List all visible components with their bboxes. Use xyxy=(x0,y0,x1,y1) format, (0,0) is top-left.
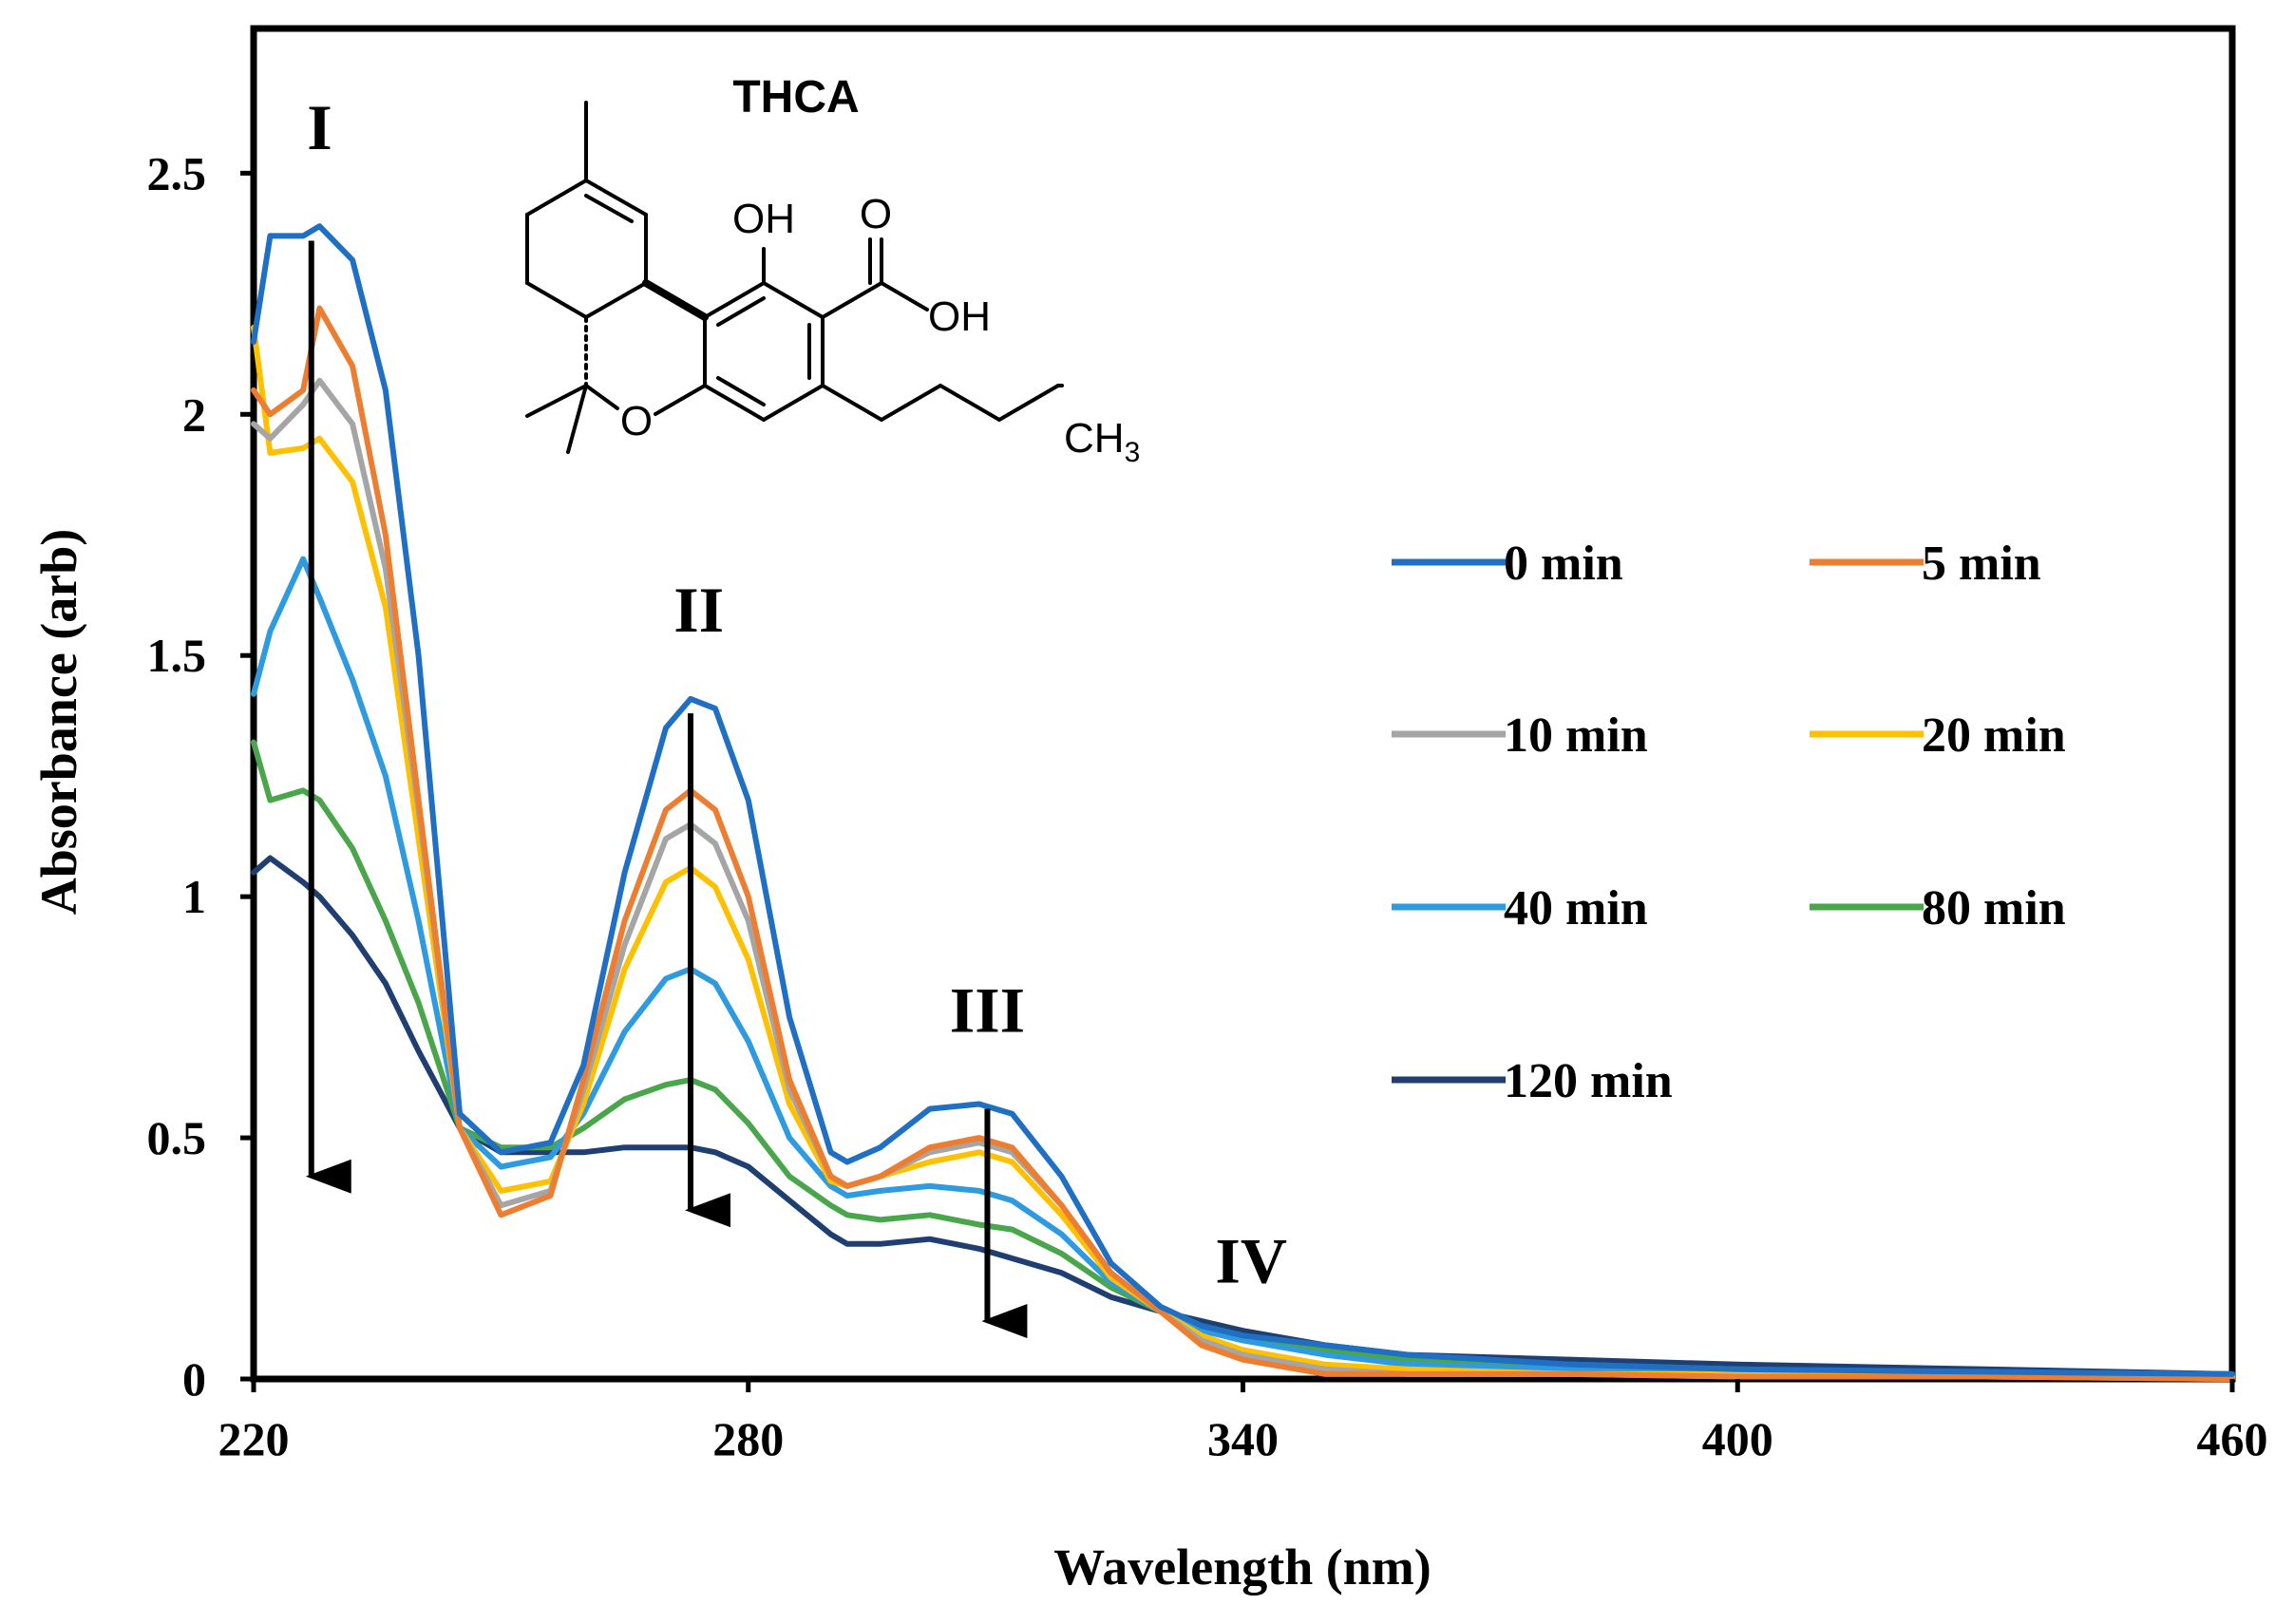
y-tick-label: 1.5 xyxy=(147,629,207,682)
region-label-II: II xyxy=(673,574,724,646)
atom-ch3: CH3 xyxy=(1064,415,1140,468)
arrows-layer xyxy=(305,240,1028,1339)
legend-label: 120 min xyxy=(1504,1054,1673,1108)
y-axis-title: Absorbance (arb) xyxy=(30,529,87,915)
region-label-IV: IV xyxy=(1215,1224,1287,1296)
x-axis-title: Wavelength (nm) xyxy=(1053,1539,1431,1596)
series-line-5-min xyxy=(251,305,2235,1382)
y-tick-label: 2 xyxy=(182,387,206,441)
legend-label: 10 min xyxy=(1504,708,1648,763)
series-layer xyxy=(251,223,2235,1382)
legend-label: 5 min xyxy=(1922,537,2041,591)
series-line-40-min xyxy=(251,556,2235,1380)
region-label-III: III xyxy=(950,973,1025,1046)
legend-label: 20 min xyxy=(1922,708,2066,763)
series-line-20-min xyxy=(251,324,2235,1380)
x-tick-label: 400 xyxy=(1702,1412,1773,1465)
molecule-bonds xyxy=(525,101,1064,454)
x-tick-label: 220 xyxy=(218,1412,290,1465)
atom-o-carbonyl: O xyxy=(860,191,892,237)
atom-o-ring: O xyxy=(620,398,653,444)
atom-oh-acid: OH xyxy=(928,293,991,340)
legend-label: 0 min xyxy=(1504,537,1623,591)
molecule-title: THCA xyxy=(732,72,859,123)
y-tick-label: 0 xyxy=(182,1352,206,1406)
x-tick-label: 460 xyxy=(2197,1412,2268,1465)
legend-label: 80 min xyxy=(1922,881,2066,935)
x-tick-label: 280 xyxy=(712,1412,784,1465)
region-label-I: I xyxy=(307,91,332,163)
ticks-layer: 220 280 340 400 460 0 0.5 1 1.5 2 2.5 xyxy=(147,146,2268,1465)
y-tick-label: 2.5 xyxy=(147,146,207,199)
atom-oh-phenol: OH xyxy=(732,196,795,242)
legend-label: 40 min xyxy=(1504,881,1648,935)
y-tick-label: 0.5 xyxy=(147,1111,207,1164)
y-tick-label: 1 xyxy=(182,870,206,923)
x-tick-label: 340 xyxy=(1207,1412,1279,1465)
series-line-0-min xyxy=(251,223,2235,1377)
legend: 0 min 5 min 10 min 20 min 40 min 80 min 120 mi… xyxy=(1392,537,2066,1108)
thca-structure: THCA xyxy=(525,72,1140,468)
